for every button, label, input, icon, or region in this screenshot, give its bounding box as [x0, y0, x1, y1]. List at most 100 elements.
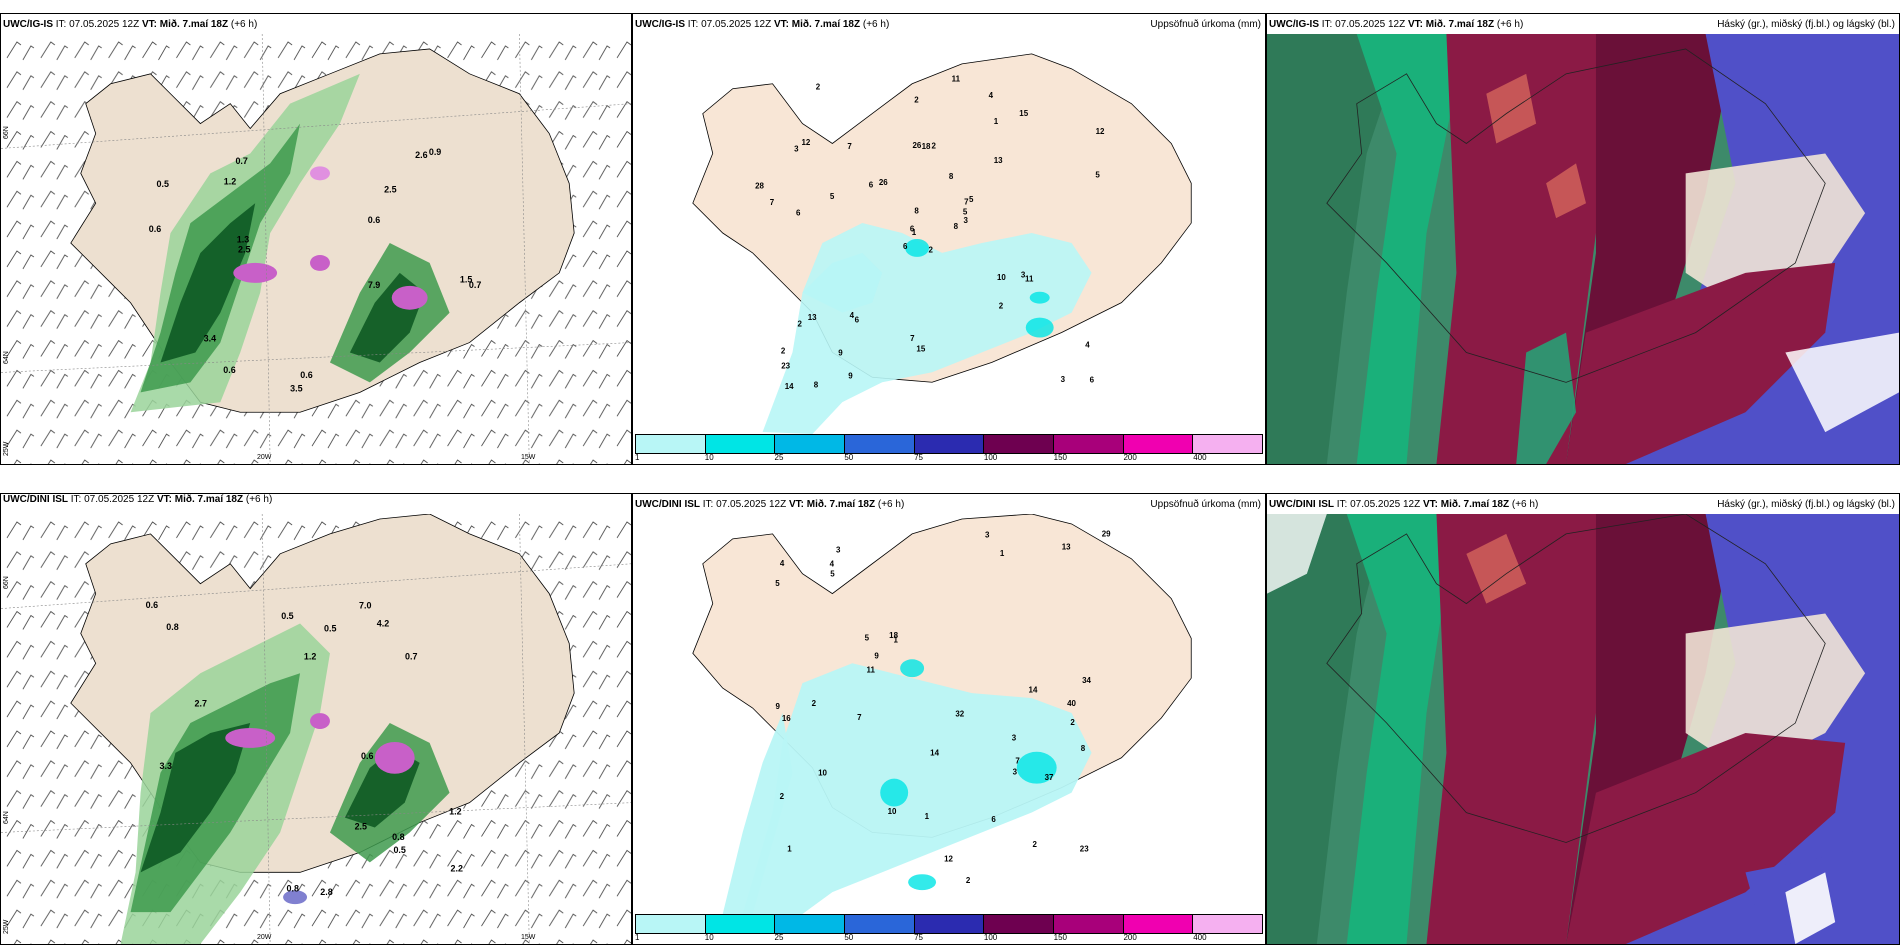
precip-value-label: 4.2	[377, 618, 389, 628]
precip-value-label: 28	[755, 181, 764, 190]
colorbar-label: 25	[774, 933, 784, 942]
colorbar-swatches	[635, 434, 1263, 454]
precip-value-label: 11	[867, 666, 876, 675]
precip-value-label: 11	[1025, 275, 1034, 284]
map-clouds	[1267, 34, 1899, 464]
precip-value-label: 4	[989, 91, 994, 100]
panel-header: UWC/DINI ISL IT: 07.05.2025 12Z VT: Mið.…	[635, 499, 904, 510]
precip-value-label: 6	[855, 316, 860, 325]
lead-time: (+6 h)	[862, 19, 890, 30]
precip-value-label: 7	[910, 334, 915, 343]
precip-value-label: 0.6	[361, 751, 373, 761]
colorbar-label: 75	[914, 933, 924, 942]
lead-time: (+6 h)	[877, 499, 905, 510]
colorbar-swatch	[1123, 435, 1194, 453]
precip-value-label: 18	[922, 142, 931, 151]
model-name: UWC/DINI ISL	[1269, 499, 1334, 510]
precip-value-label: 3	[1061, 375, 1066, 384]
colorbar-swatch	[775, 435, 846, 453]
colorbar-swatch	[1193, 915, 1263, 933]
precip-value-label: 0.5	[393, 845, 405, 855]
precip-value-label: 3	[1021, 271, 1026, 280]
panel-header: UWC/IG-IS IT: 07.05.2025 12Z VT: Mið. 7.…	[635, 19, 889, 30]
precip-value-label: 37	[1045, 773, 1054, 782]
precip-value-label: 1.2	[304, 651, 316, 661]
precip-value-label: 9	[838, 348, 843, 357]
precip-value-label: 2.2	[450, 864, 462, 874]
valid-time: Mið. 7.maí 18Z	[1425, 19, 1495, 30]
precip-value-label: 1.2	[449, 807, 461, 817]
precip-value-label: 2	[797, 319, 802, 328]
colorbar-labels: 1 10 25 50 75 100 150 200 400	[635, 453, 1263, 463]
precip-value-label: 7	[1015, 756, 1020, 765]
precip-value-label: 12	[801, 138, 810, 147]
vt-label: VT:	[156, 494, 172, 505]
precip-value-label: 10	[888, 807, 897, 816]
precip-value-label: 7	[847, 142, 852, 151]
panel-wind-precip-top: UWC/IG-IS IT: 07.05.2025 12Z VT: Mið. 7.…	[0, 13, 632, 465]
precip-value-label: 1	[1000, 549, 1005, 558]
map-clouds	[1267, 514, 1899, 944]
lon-label-15: 15W	[521, 454, 536, 461]
precip-value-labels-top: 2312764218266126138268132623918511122710…	[755, 74, 1105, 391]
precip-value-label: 2	[812, 699, 817, 708]
precip-value-label: 0.8	[392, 832, 404, 842]
precip-value-label: 12	[944, 854, 953, 863]
precip-value-label: 4	[830, 560, 835, 569]
lat-label-64: 64N	[3, 811, 10, 824]
precip-value-label: 2	[816, 83, 821, 92]
precip-value-label: 1	[925, 812, 930, 821]
precip-value-label: 26	[879, 178, 888, 187]
colorbar-swatch	[914, 915, 985, 933]
precip-value-label: 13	[1062, 543, 1071, 552]
lead-time: (+6 h)	[1511, 499, 1539, 510]
colorbar-label: 25	[774, 453, 784, 462]
precip-value-label: 14	[1029, 686, 1038, 695]
precip-value-label: 0.9	[429, 147, 441, 157]
precip-value-label: 9	[848, 371, 853, 380]
colorbar-label: 400	[1193, 933, 1207, 942]
lon-label-20: 20W	[257, 934, 272, 941]
init-time: 07.05.2025 12Z	[84, 494, 155, 505]
vt-label: VT:	[1407, 19, 1423, 30]
precip-value-label: 2	[966, 876, 971, 885]
precip-value-label: 1	[994, 117, 999, 126]
precip-value-label: 2.5	[238, 245, 250, 255]
precip-value-label: 29	[1102, 530, 1111, 539]
precip-value-label: 7	[857, 713, 862, 722]
precip-value-label: 7.9	[368, 280, 380, 290]
precip-value-labels-bottom: 3213122152594231034143218102913118347165…	[775, 530, 1111, 886]
precip-value-label: 23	[1080, 845, 1089, 854]
colorbar-label: 400	[1193, 453, 1207, 462]
precip-value-label: 0.7	[405, 651, 417, 661]
it-label: IT:	[1321, 19, 1333, 30]
panel-header: UWC/DINI ISL IT: 07.05.2025 12Z VT: Mið.…	[1269, 499, 1538, 510]
precip-value-label: 3	[963, 216, 968, 225]
precip-value-label: 5	[1095, 170, 1100, 179]
colorbar-swatches	[635, 914, 1263, 934]
map-wind-precip: 1.2 0.5 0.6 0.7 0.8 0.5 2.8 7.0 2.7 3.3 0.8 0.5 0.6 0…	[1, 514, 631, 944]
lat-label-25: 25W	[3, 441, 10, 456]
precip-value-label: 16	[782, 714, 791, 723]
precip-value-label: 6	[796, 208, 801, 217]
precip-value-label: 9	[874, 651, 879, 660]
precip-value-label: 0.7	[235, 156, 247, 166]
precip-value-label: 3.4	[204, 333, 216, 343]
precip-value-label: 3	[1013, 767, 1018, 776]
colorbar-label: 150	[1053, 933, 1068, 942]
valid-time: Mið. 7.maí 18Z	[1440, 499, 1510, 510]
precip-value-label: 2	[1033, 840, 1038, 849]
precip-value-label: 2	[914, 96, 919, 105]
panel-header: UWC/DINI ISL IT: 07.05.2025 12Z VT: Mið.…	[3, 494, 273, 505]
precip-value-label: 6	[991, 815, 996, 824]
init-time: 07.05.2025 12Z	[1335, 19, 1406, 30]
vt-label: VT:	[141, 19, 157, 30]
lead-time: (+6 h)	[230, 19, 258, 30]
colorbar-label: 50	[844, 453, 854, 462]
lead-time: (+6 h)	[1496, 19, 1524, 30]
precip-value-label: 5	[865, 633, 870, 642]
valid-time: Mið. 7.maí 18Z	[806, 499, 876, 510]
precip-value-label: 2.6	[415, 150, 427, 160]
precip-value-label: 34	[1082, 676, 1091, 685]
colorbar-swatch	[1123, 915, 1194, 933]
